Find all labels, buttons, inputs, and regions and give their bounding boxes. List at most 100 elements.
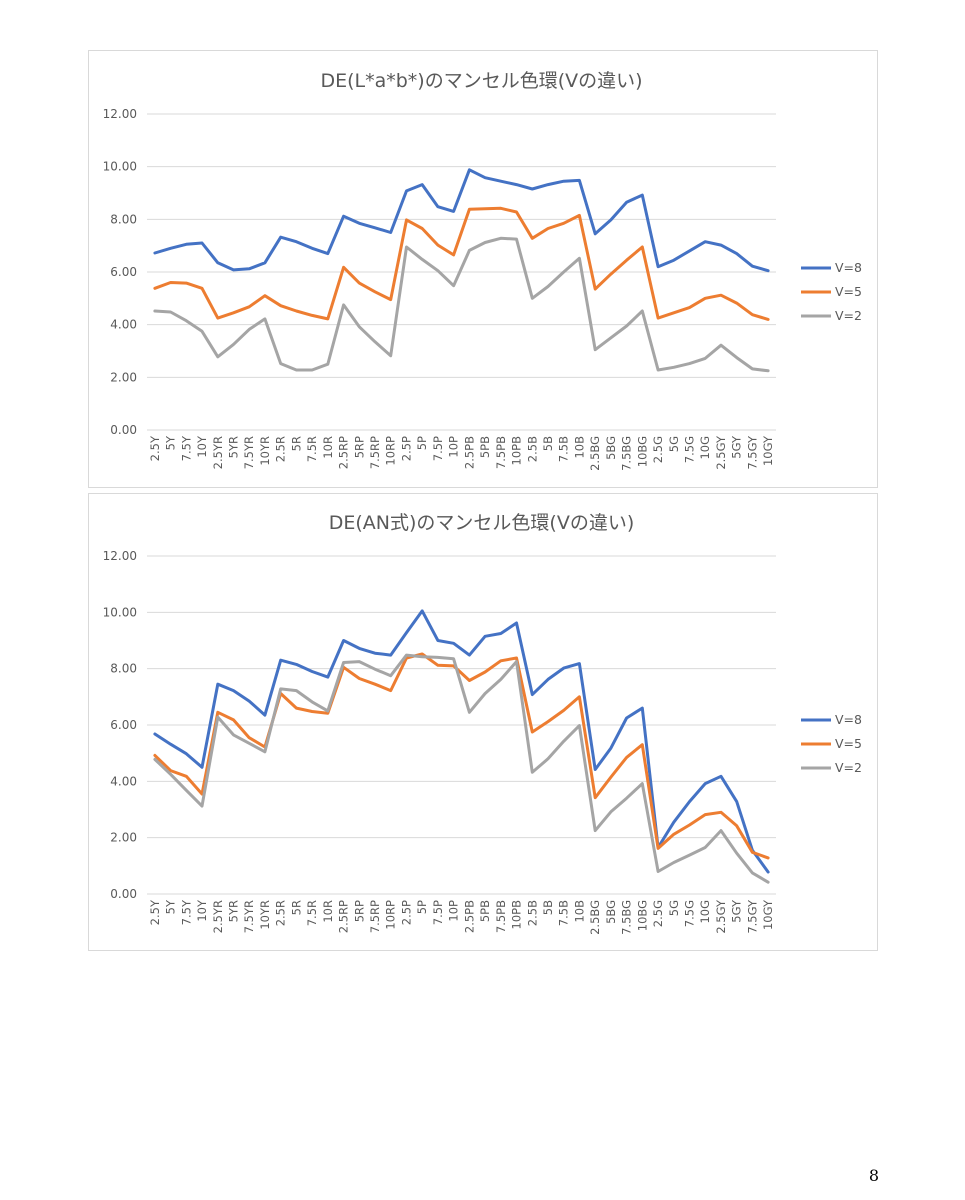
x-tick-label: 5R — [289, 900, 303, 915]
x-tick-label: 7.5RP — [368, 900, 382, 933]
x-tick-label: 7.5G — [683, 900, 697, 927]
y-tick-label: 6.00 — [110, 718, 137, 732]
x-tick-label: 2.5Y — [148, 435, 162, 461]
page-number: 8 — [868, 1166, 879, 1185]
series-line-V8 — [153, 168, 770, 273]
legend-label: V=5 — [835, 736, 862, 751]
y-tick-label: 10.00 — [103, 605, 137, 619]
y-tick-label: 2.00 — [110, 831, 137, 845]
x-tick-label: 7.5B — [557, 436, 571, 462]
x-tick-label: 10PB — [510, 900, 524, 930]
chart-an: DE(AN式)のマンセル色環(Vの違い) 0.00 2.00 4.00 6.00 8.00… — [88, 493, 878, 951]
x-tick-label: 2.5G — [651, 900, 665, 927]
x-tick-label: 2.5P — [399, 900, 413, 925]
x-tick-label: 5GY — [730, 435, 744, 459]
x-tick-label: 2.5GY — [714, 435, 728, 470]
x-tick-label: 5PB — [478, 900, 492, 922]
x-tick-label: 2.5P — [399, 436, 413, 461]
series-line-V2 — [153, 236, 770, 373]
x-tick-label: 5B — [541, 900, 555, 915]
x-tick-label: 7.5P — [431, 436, 445, 461]
series-line-V5 — [153, 206, 770, 321]
x-tick-label: 2.5YR — [211, 900, 225, 933]
x-tick-label: 7.5YR — [242, 900, 256, 933]
x-tick-label: 2.5PB — [462, 436, 476, 469]
x-tick-label: 2.5B — [525, 900, 539, 926]
chart-lab: DE(L*a*b*)のマンセル色環(Vの違い) 0.00 2.00 4.00 6.00 8… — [88, 50, 878, 488]
x-tick-label: 7.5GY — [745, 435, 759, 470]
x-tick-label: 2.5B — [525, 436, 539, 462]
legend-label: V=5 — [835, 284, 862, 299]
x-tick-label: 5G — [667, 436, 681, 452]
series-line-V8 — [153, 609, 770, 874]
x-tick-label: 7.5R — [305, 900, 319, 926]
x-tick-label: 5RP — [352, 900, 366, 922]
x-tick-label: 10RP — [384, 900, 398, 930]
x-tick-label: 2.5RP — [337, 900, 351, 933]
x-tick-label: 2.5GY — [714, 899, 728, 934]
legend-label: V=8 — [835, 712, 862, 727]
y-tick-label: 12.00 — [103, 549, 137, 563]
x-tick-label: 10YR — [258, 436, 272, 466]
x-tick-label: 2.5BG — [588, 436, 602, 471]
x-tick-label: 10GY — [761, 435, 775, 466]
legend-label: V=8 — [835, 260, 862, 275]
x-tick-label: 10GY — [761, 899, 775, 930]
x-tick-label: 10P — [447, 436, 461, 458]
y-tick-label: 0.00 — [110, 423, 137, 437]
x-tick-label: 10P — [447, 900, 461, 922]
x-tick-label: 5P — [415, 436, 429, 450]
x-tick-label: 7.5Y — [179, 899, 193, 925]
series-line-V5 — [153, 652, 770, 860]
x-tick-label: 5BG — [604, 900, 618, 924]
x-tick-label: 10BG — [635, 900, 649, 931]
x-tick-label: 5Y — [164, 435, 178, 450]
x-tick-label: 10G — [698, 436, 712, 460]
x-tick-label: 5B — [541, 436, 555, 451]
x-tick-label: 5GY — [730, 899, 744, 923]
x-tick-label: 10R — [321, 436, 335, 459]
x-tick-label: 5RP — [352, 436, 366, 458]
x-tick-label: 7.5BG — [620, 900, 634, 935]
chart-title: DE(L*a*b*)のマンセル色環(Vの違い) — [320, 70, 642, 92]
y-tick-label: 8.00 — [110, 662, 137, 676]
chart-an-svg: DE(AN式)のマンセル色環(Vの違い) 0.00 2.00 4.00 6.00 8.00… — [103, 512, 862, 935]
x-tick-label: 2.5R — [274, 436, 288, 462]
x-tick-label: 10RP — [384, 436, 398, 466]
x-tick-label: 10G — [698, 900, 712, 924]
x-tick-label: 7.5RP — [368, 436, 382, 469]
x-tick-label: 2.5BG — [588, 900, 602, 935]
y-tick-label: 2.00 — [110, 370, 137, 384]
x-tick-label: 10B — [572, 900, 586, 923]
x-tick-label: 10BG — [635, 436, 649, 467]
x-tick-label: 2.5YR — [211, 436, 225, 469]
x-tick-label: 5BG — [604, 436, 618, 460]
x-tick-label: 5YR — [226, 900, 240, 922]
x-tick-label: 10Y — [195, 435, 209, 458]
x-tick-label: 7.5GY — [745, 899, 759, 934]
y-tick-label: 4.00 — [110, 318, 137, 332]
x-tick-label: 7.5PB — [494, 900, 508, 933]
chart-lab-svg: DE(L*a*b*)のマンセル色環(Vの違い) 0.00 2.00 4.00 6.00 8… — [103, 70, 862, 471]
y-tick-label: 8.00 — [110, 212, 137, 226]
chart-title: DE(AN式)のマンセル色環(Vの違い) — [329, 512, 635, 534]
x-tick-label: 10PB — [510, 436, 524, 466]
legend-label: V=2 — [835, 308, 862, 323]
x-tick-label: 7.5G — [683, 436, 697, 463]
x-tick-label: 10B — [572, 436, 586, 459]
x-tick-label: 2.5PB — [462, 900, 476, 933]
x-tick-label: 10Y — [195, 899, 209, 922]
legend-label: V=2 — [835, 760, 862, 775]
x-tick-label: 5G — [667, 900, 681, 916]
x-tick-label: 7.5P — [431, 900, 445, 925]
x-tick-label: 7.5B — [557, 900, 571, 926]
x-tick-label: 5Y — [164, 899, 178, 914]
x-tick-label: 10R — [321, 900, 335, 923]
x-tick-label: 2.5G — [651, 436, 665, 463]
y-tick-label: 0.00 — [110, 887, 137, 901]
x-tick-label: 5PB — [478, 436, 492, 458]
x-tick-label: 7.5BG — [620, 436, 634, 471]
x-tick-label: 5R — [289, 436, 303, 451]
x-tick-label: 5P — [415, 900, 429, 914]
x-tick-label: 5YR — [226, 436, 240, 458]
